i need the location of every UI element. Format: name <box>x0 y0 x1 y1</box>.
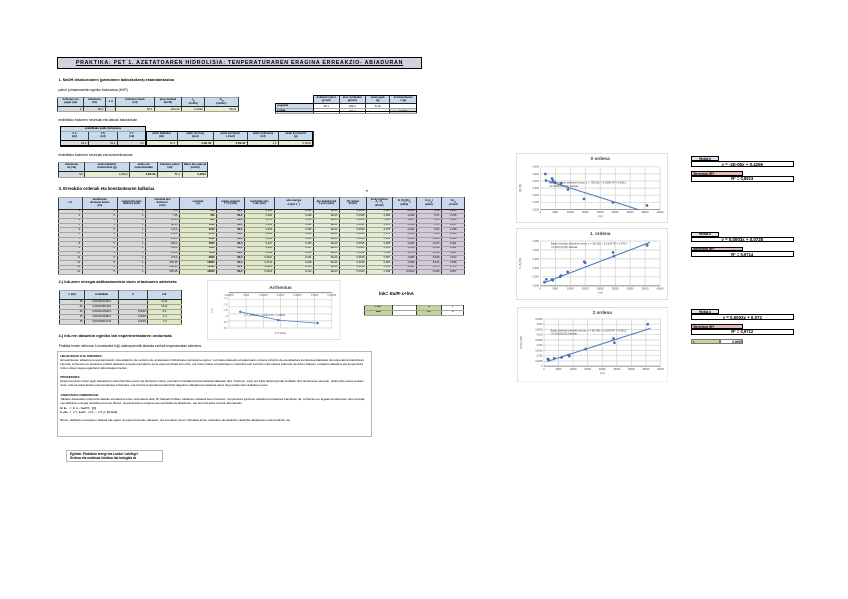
svg-text:-8,2: -8,2 <box>223 321 228 324</box>
svg-text:0,200: 0,200 <box>533 285 540 288</box>
svg-text:ln [A] (M): ln [A] (M) <box>518 258 522 269</box>
svg-text:10000: 10000 <box>567 288 575 291</box>
svg-text:0,002: 0,002 <box>536 345 542 347</box>
svg-text:t (s): t (s) <box>598 291 603 295</box>
svg-text:Batez besteko datuekin lortua:: Batez besteko datuekin lortua: y = 3E-05… <box>551 242 627 246</box>
svg-text:y = -4052,2x + 4,0312 R² = 0: y = -4052,2x + 4,0312 R² = 0,9846 <box>244 313 286 317</box>
svg-text:0,450: 0,450 <box>533 240 540 243</box>
svg-text:0,0031: 0,0031 <box>277 294 285 297</box>
svg-text:-8: -8 <box>225 315 228 318</box>
svg-text:0,0015: 0,0015 <box>535 350 543 352</box>
svg-text:[A] (M): [A] (M) <box>518 183 522 191</box>
svg-text:15000: 15000 <box>582 288 590 291</box>
svg-text:0,0045: 0,0045 <box>535 318 543 320</box>
svg-text:30000: 30000 <box>627 211 635 214</box>
svg-text:0: 0 <box>543 367 545 370</box>
svg-text:0,200: 0,200 <box>533 194 540 197</box>
svg-text:0 ordena: 0 ordena <box>591 156 611 161</box>
svg-text:20000: 20000 <box>597 288 605 291</box>
svg-text:0,004: 0,004 <box>536 324 542 326</box>
svg-text:0,300: 0,300 <box>533 267 540 270</box>
svg-text:1/T (1/K): 1/T (1/K) <box>275 331 286 335</box>
svg-text:0: 0 <box>541 366 543 368</box>
svg-text:40000: 40000 <box>657 367 665 370</box>
svg-text:0,00295: 0,00295 <box>225 294 234 297</box>
svg-text:30000: 30000 <box>627 367 635 370</box>
svg-text:t (s): t (s) <box>599 370 604 374</box>
svg-text:0,400: 0,400 <box>533 179 540 182</box>
svg-text:0,500: 0,500 <box>533 172 540 175</box>
svg-text:35000: 35000 <box>642 367 650 370</box>
svg-text:0,300: 0,300 <box>533 187 540 190</box>
svg-text:0,350: 0,350 <box>533 258 540 261</box>
svg-text:40000: 40000 <box>657 211 665 214</box>
svg-text:40000: 40000 <box>657 288 665 291</box>
svg-text:0,001: 0,001 <box>536 355 542 357</box>
svg-text:0,000: 0,000 <box>533 208 540 211</box>
svg-text:25000: 25000 <box>612 288 620 291</box>
svg-text:35000: 35000 <box>642 288 650 291</box>
svg-text:Batez besteko datuekin lortua:: Batez besteko datuekin lortua: y = -2E-0… <box>549 180 626 184</box>
svg-text:5000: 5000 <box>553 288 559 291</box>
svg-text:35000: 35000 <box>642 211 650 214</box>
svg-text:-7,4: -7,4 <box>223 298 228 301</box>
svg-text:10000: 10000 <box>567 211 575 214</box>
svg-text:-8,4: -8,4 <box>223 327 228 330</box>
svg-text:Arrhenius: Arrhenius <box>269 285 292 291</box>
svg-text:0: 0 <box>540 211 542 214</box>
svg-text:Batez besteko datuekin lortua:: Batez besteko datuekin lortua: y = 9E-08… <box>550 328 626 332</box>
svg-text:0: 0 <box>540 288 542 291</box>
svg-text:5000: 5000 <box>553 211 559 214</box>
svg-text:0,00305: 0,00305 <box>259 294 268 297</box>
svg-text:10000: 10000 <box>569 367 577 370</box>
svg-text:30000: 30000 <box>627 288 635 291</box>
svg-text:0,0032: 0,0032 <box>311 294 319 297</box>
svg-text:2 ordena: 2 ordena <box>592 310 612 315</box>
svg-text:0,0025: 0,0025 <box>535 339 543 341</box>
svg-text:0,100: 0,100 <box>533 201 540 204</box>
svg-text:20000: 20000 <box>597 211 605 214</box>
svg-text:0,600: 0,600 <box>533 165 540 168</box>
svg-text:ln k: ln k <box>210 308 214 313</box>
svg-text:0,003: 0,003 <box>536 334 542 336</box>
svg-text:20000: 20000 <box>598 367 606 370</box>
svg-text:1/[A] (1/M): 1/[A] (1/M) <box>519 336 523 349</box>
svg-text:15000: 15000 <box>582 211 590 214</box>
svg-text:0,250: 0,250 <box>533 276 540 279</box>
svg-text:t (s): t (s) <box>598 214 603 218</box>
svg-text:(-0,25x)/(0,05) balioak: (-0,25x)/(0,05) balioak <box>551 245 578 249</box>
svg-text:25000: 25000 <box>612 211 620 214</box>
svg-text:0,0005: 0,0005 <box>535 360 543 362</box>
svg-text:0,00325: 0,00325 <box>327 294 336 297</box>
svg-text:1. ordena: 1. ordena <box>590 231 611 236</box>
svg-text:0,00315: 0,00315 <box>293 294 302 297</box>
svg-text:5000: 5000 <box>555 367 561 370</box>
svg-text:-7,6: -7,6 <box>223 303 228 306</box>
svg-text:15000: 15000 <box>584 367 592 370</box>
svg-text:-7,8: -7,8 <box>223 309 228 312</box>
svg-text:(-0,25x)/(0,05) balioak: (-0,25x)/(0,05) balioak <box>550 331 577 335</box>
svg-text:0,400: 0,400 <box>533 249 540 252</box>
svg-text:(-0,0002x)/(0,05) balioak: (-0,0002x)/(0,05) balioak <box>549 183 579 187</box>
svg-text:25000: 25000 <box>613 367 621 370</box>
svg-text:0,003: 0,003 <box>243 294 250 297</box>
svg-text:0,0035: 0,0035 <box>535 329 543 331</box>
